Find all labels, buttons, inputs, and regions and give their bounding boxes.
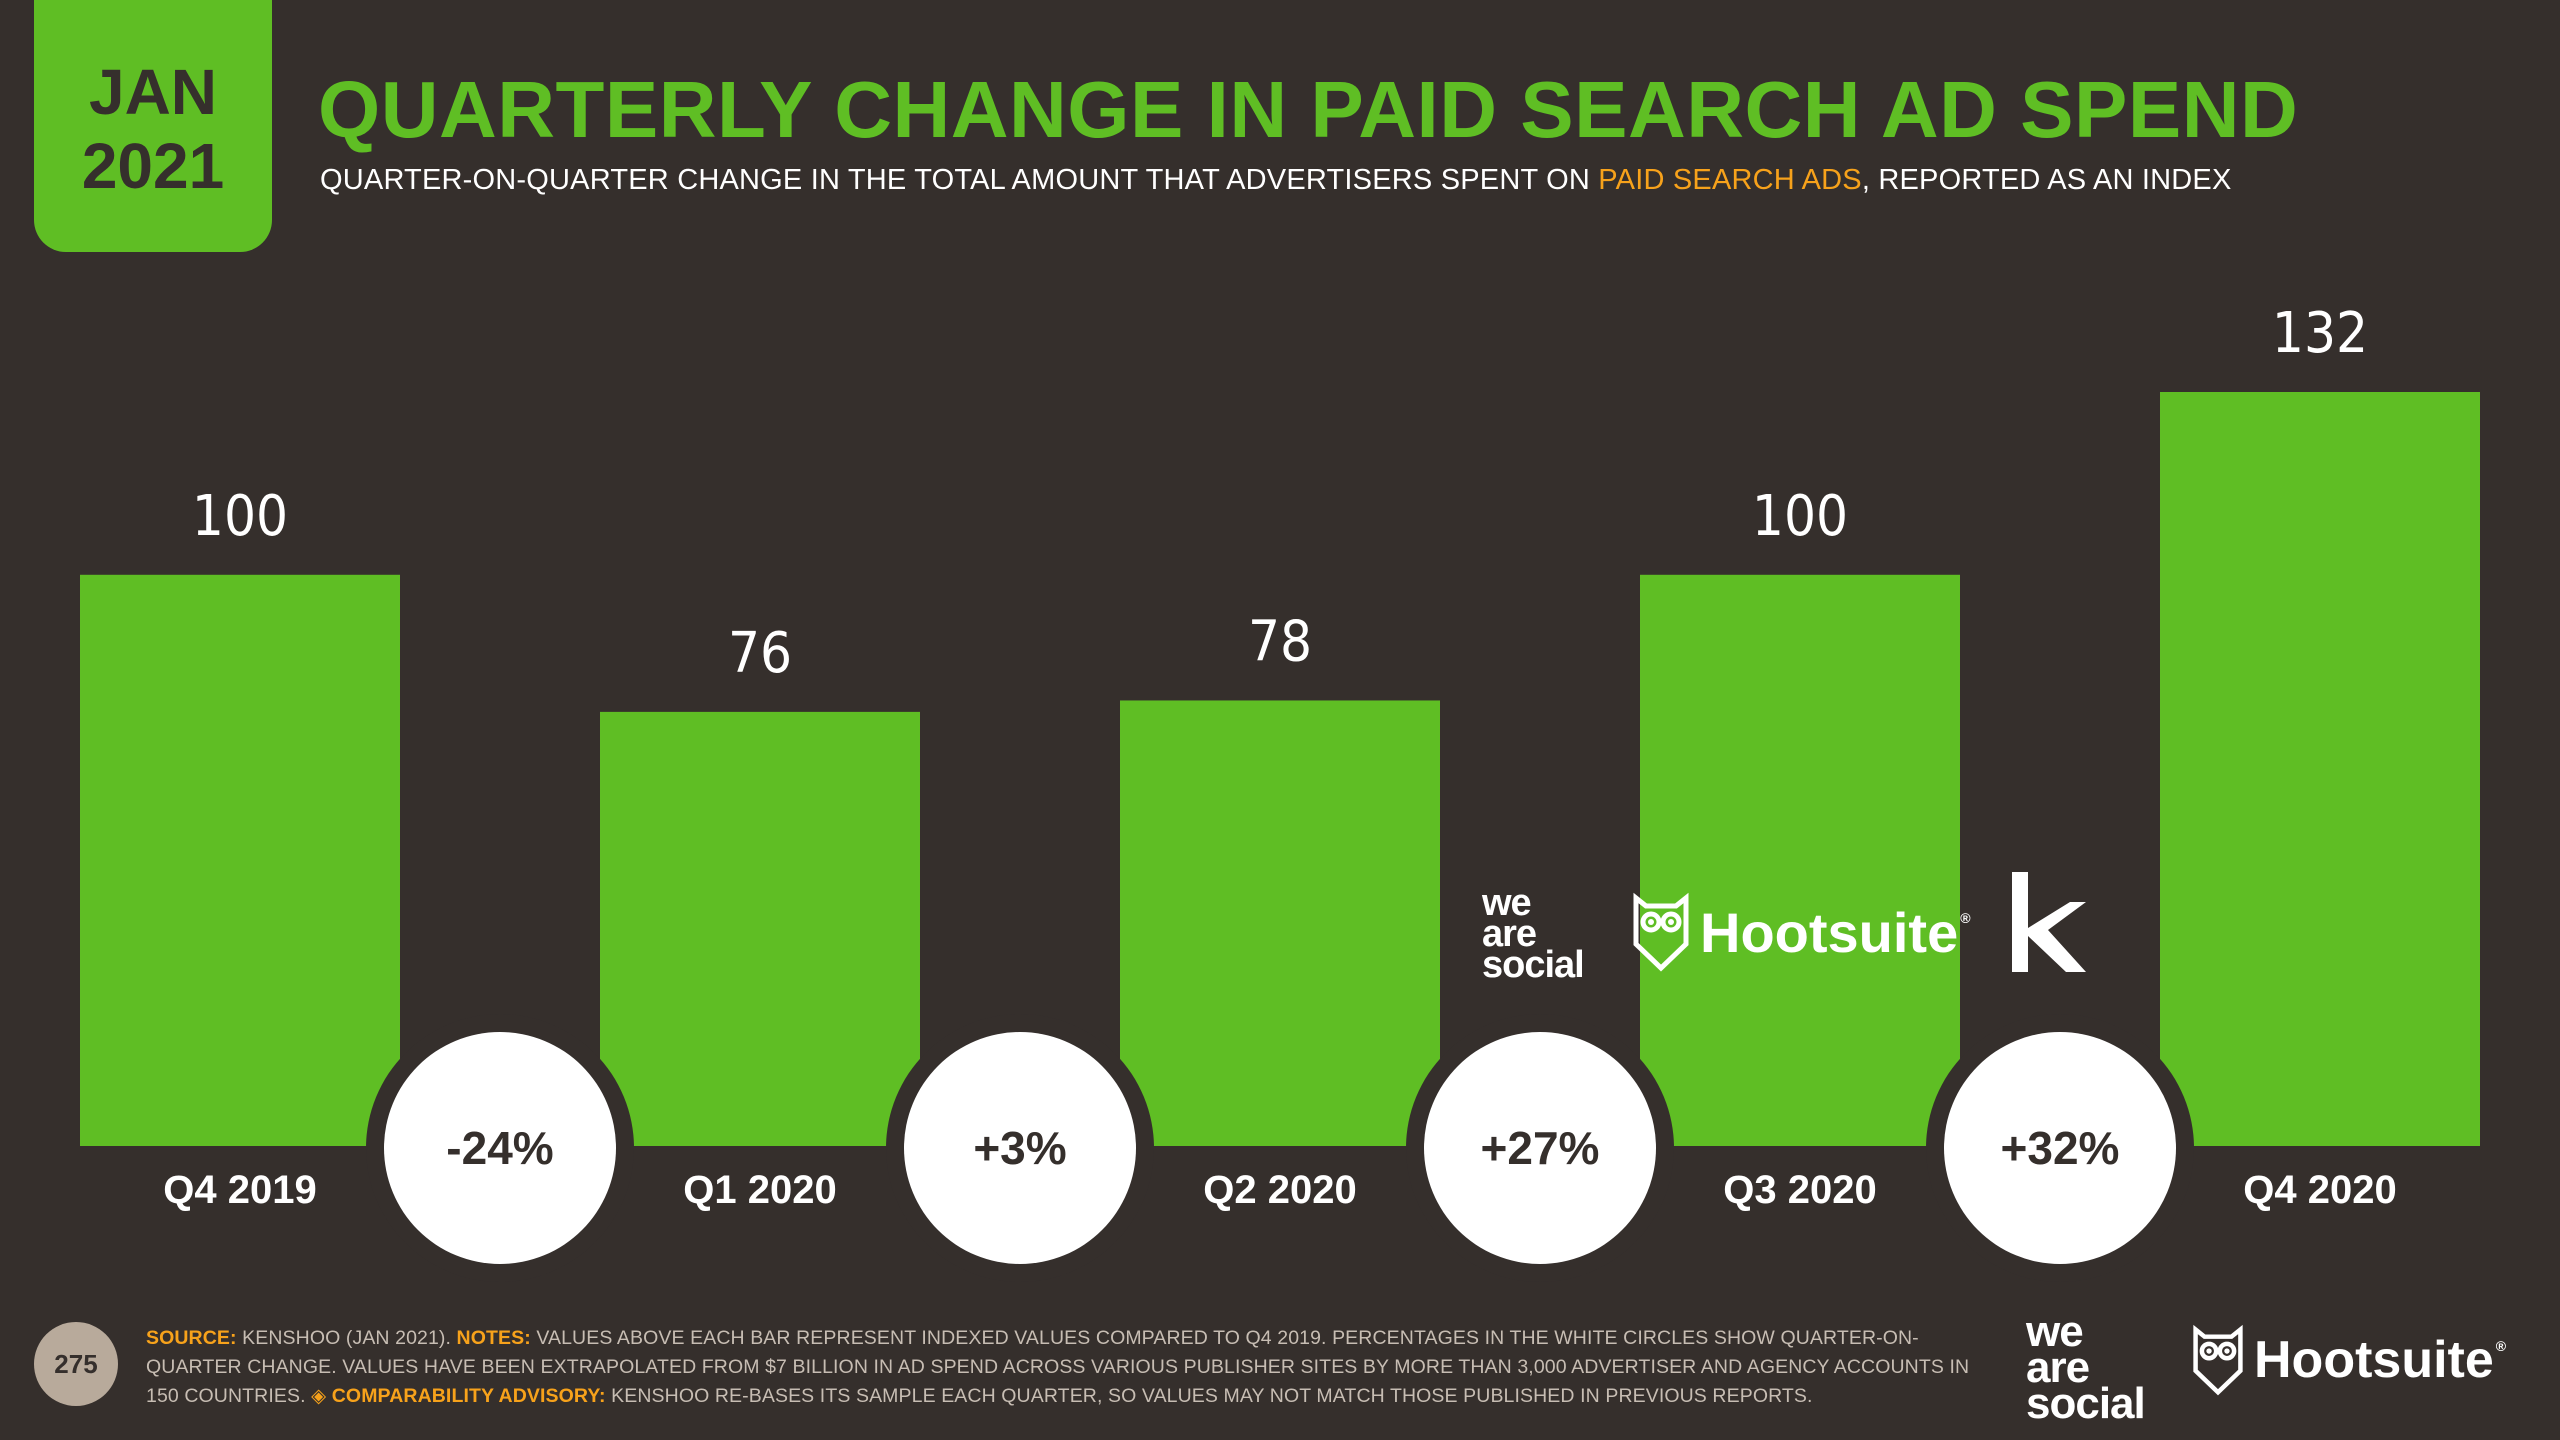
we-are-social-line: social (1482, 944, 1585, 987)
change-circle (1944, 1032, 2176, 1264)
change-circle (384, 1032, 616, 1264)
change-circle (1424, 1032, 1656, 1264)
page-number: 275 (34, 1322, 118, 1406)
advisory-key: ◈ COMPARABILITY ADVISORY: (311, 1385, 606, 1407)
value-label: 78 (1248, 609, 1312, 674)
subtitle-highlight: PAID SEARCH ADS (1598, 164, 1862, 196)
subtitle-text: QUARTER-ON-QUARTER CHANGE IN THE TOTAL A… (320, 164, 1599, 196)
change-label: +27% (1481, 1122, 1600, 1174)
change-label: +3% (973, 1122, 1066, 1174)
we-are-social-logo: we are social (1482, 882, 1585, 987)
bar-5 (2160, 392, 2480, 1146)
notes-text: VALUES ABOVE EACH BAR REPRESENT INDEXED … (146, 1327, 1970, 1407)
hootsuite-logo: Hootsuite ® (1632, 892, 1971, 972)
registered-mark: ® (2495, 1338, 2507, 1354)
we-are-social-line: are (2026, 1343, 2090, 1393)
bar-3 (1120, 700, 1440, 1146)
subtitle-text-end: , REPORTED AS AN INDEX (1861, 164, 2232, 196)
kenshoo-logo (2012, 872, 2086, 972)
hootsuite-logo-footer: Hootsuite ® (2192, 1324, 2506, 1396)
bar-2 (600, 711, 920, 1146)
value-label: 132 (2272, 301, 2368, 366)
registered-mark: ® (1960, 910, 1971, 926)
we-are-social-logo-footer: we are social (2026, 1307, 2146, 1429)
value-label: 76 (728, 621, 792, 686)
category-label: Q4 2020 (2243, 1168, 2396, 1212)
date-year: 2021 (81, 130, 225, 202)
category-label: Q1 2020 (683, 1168, 836, 1212)
we-are-social-line: are (1482, 913, 1537, 956)
category-label: Q2 2020 (1203, 1168, 1356, 1212)
owl-icon (2193, 1324, 2243, 1396)
date-badge: JAN 2021 (34, 0, 272, 252)
category-label: Q3 2020 (1723, 1168, 1876, 1212)
we-are-social-line: we (1482, 882, 1532, 924)
hootsuite-wordmark: Hootsuite (1700, 900, 1959, 964)
we-are-social-line: we (2026, 1307, 2084, 1356)
page-title: QUARTERLY CHANGE IN PAID SEARCH AD SPEND (318, 65, 2299, 154)
change-label: +32% (2001, 1122, 2120, 1174)
advisory-text: KENSHOO RE-BASES ITS SAMPLE EACH QUARTER… (605, 1385, 1813, 1407)
footer-notes: SOURCE: KENSHOO (JAN 2021). NOTES: VALUE… (146, 1324, 1986, 1411)
bar-4 (1640, 574, 1960, 1146)
change-circle (904, 1032, 1136, 1264)
category-label: Q4 2019 (163, 1168, 316, 1212)
page-subtitle: QUARTER-ON-QUARTER CHANGE IN THE TOTAL A… (320, 164, 2232, 197)
value-label: 100 (1752, 484, 1848, 549)
owl-icon (1633, 892, 1689, 972)
value-label: 100 (192, 484, 288, 549)
change-label: -24% (446, 1122, 553, 1174)
source-text: KENSHOO (JAN 2021). (236, 1327, 457, 1349)
bar-1 (80, 574, 400, 1146)
hootsuite-wordmark: Hootsuite (2254, 1331, 2494, 1389)
notes-key: NOTES: (456, 1327, 531, 1349)
date-month: JAN (88, 56, 218, 128)
we-are-social-line: social (2026, 1379, 2146, 1429)
source-key: SOURCE: (146, 1327, 237, 1349)
